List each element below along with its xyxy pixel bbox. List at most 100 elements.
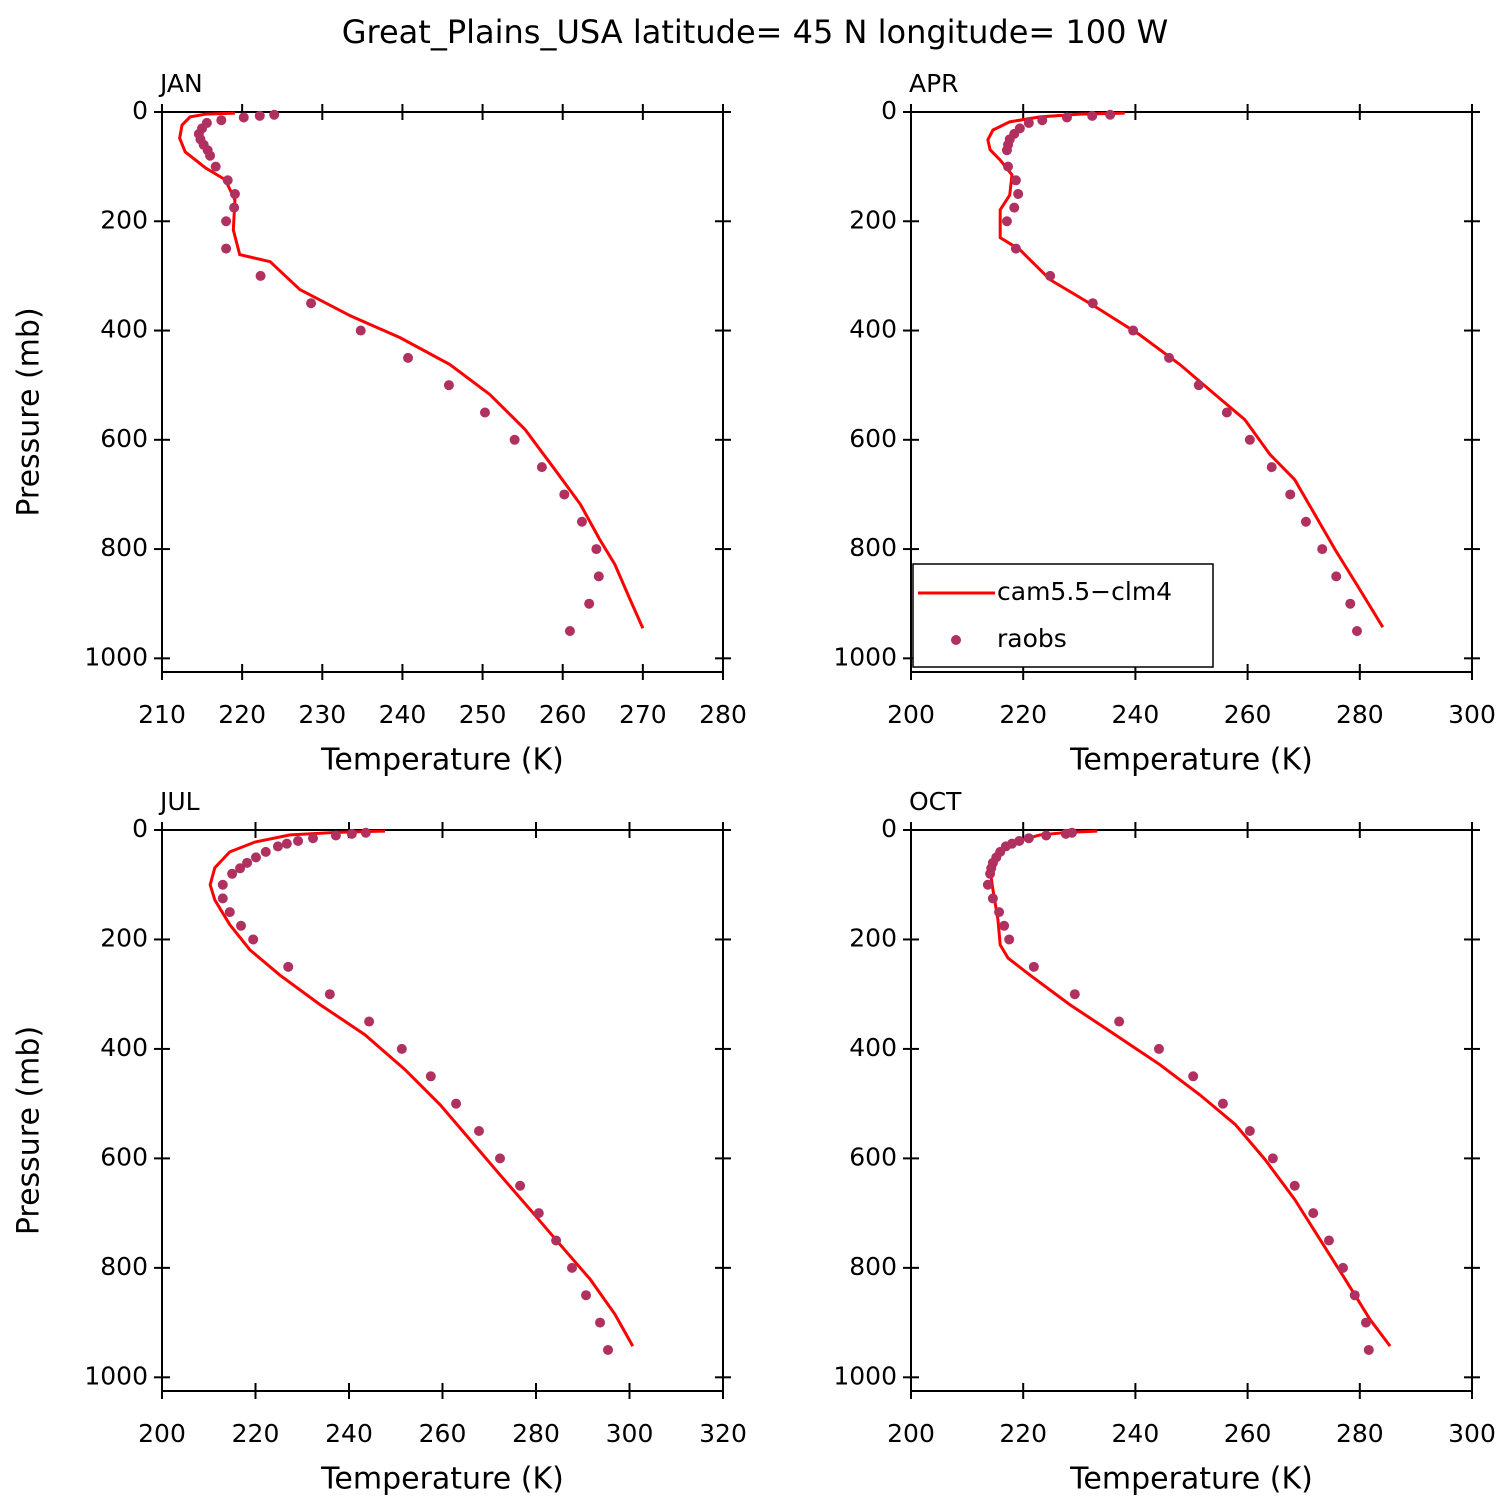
obs-point [227, 868, 238, 879]
plot-frame [161, 111, 724, 673]
obs-point [1308, 1208, 1319, 1219]
obs-point [1023, 833, 1034, 844]
obs-point [260, 846, 271, 857]
obs-point [1105, 109, 1116, 120]
x-tick-label: 200 [138, 1419, 186, 1448]
legend: cam5.5−clm4 raobs [912, 563, 1214, 668]
x-tick-label: 240 [325, 1419, 373, 1448]
obs-point [1114, 1016, 1125, 1027]
obs-point [403, 352, 414, 363]
obs-point [473, 1126, 484, 1137]
obs-point [1345, 598, 1356, 609]
obs-point [1164, 352, 1175, 363]
x-tick-label: 240 [1112, 1419, 1160, 1448]
x-tick-label: 260 [1224, 700, 1272, 729]
obs-point [451, 1098, 462, 1109]
obs-point [1337, 1262, 1348, 1273]
x-tick-label: 260 [539, 700, 587, 729]
obs-point [250, 852, 261, 863]
obs-point [425, 1071, 436, 1082]
plot-frame [910, 111, 1473, 673]
obs-point [1349, 1290, 1360, 1301]
plot-frame [910, 829, 1473, 1392]
obs-point [1300, 516, 1311, 527]
obs-point [985, 868, 996, 879]
obs-point [999, 920, 1010, 931]
panel: 0 200 400 600 800 1000 200 220 240 260 280 300 APR Te… [833, 69, 1495, 778]
figure-title: Great_Plains_USA latitude= 45 N longitud… [342, 13, 1169, 51]
plot-frame [161, 829, 724, 1392]
obs-point [306, 298, 317, 309]
panel-label: JAN [158, 69, 203, 98]
obs-point [221, 216, 232, 227]
x-axis-label: Temperature (K) [320, 1462, 564, 1497]
y-tick-label: 1000 [84, 642, 148, 671]
y-tick-label: 200 [849, 205, 897, 234]
y-axis-label: Pressure (mb) [12, 1026, 47, 1235]
panel-label: JUL [158, 787, 200, 816]
panel: 0 200 400 600 800 1000 200 220 240 260 280 300 OCT Te… [833, 787, 1495, 1497]
profile-line [208, 829, 635, 1347]
obs-point [308, 833, 319, 844]
obs-point [443, 380, 454, 391]
obs-point [330, 830, 341, 841]
obs-point [1001, 216, 1012, 227]
x-tick-label: 220 [999, 1419, 1047, 1448]
x-tick-label: 300 [1448, 700, 1496, 729]
y-tick-label: 800 [849, 533, 897, 562]
obs-point [1003, 161, 1014, 172]
panel: 0 200 400 600 800 1000 210 220 230 240 250 260 270 28… [12, 69, 747, 778]
y-tick-label: 600 [100, 1142, 148, 1171]
obs-point [1285, 489, 1296, 500]
obs-point [994, 907, 1005, 918]
obs-point [533, 1208, 544, 1219]
obs-point [355, 325, 366, 336]
obs-point [364, 1016, 375, 1027]
obs-point [1061, 112, 1072, 123]
obs-point [1266, 462, 1277, 473]
obs-point [255, 270, 266, 281]
obs-point [1331, 571, 1342, 582]
legend-box [912, 563, 1214, 668]
obs-point [254, 110, 265, 121]
y-tick-label: 1000 [84, 1361, 148, 1390]
obs-point [229, 188, 240, 199]
obs-point [272, 841, 283, 852]
x-tick-label: 220 [218, 700, 266, 729]
profile-line [178, 111, 645, 629]
x-axis-label: Temperature (K) [320, 743, 564, 778]
obs-point [584, 598, 595, 609]
obs-point [1041, 830, 1052, 841]
y-tick-label: 800 [100, 533, 148, 562]
x-axis-label: Temperature (K) [1069, 1462, 1313, 1497]
legend-marker [951, 635, 961, 645]
panel: 0 200 400 600 800 1000 200 220 240 260 280 300 320 JU… [12, 787, 747, 1497]
obs-point [509, 434, 520, 445]
obs-point [1028, 961, 1039, 972]
profile-line [988, 829, 1392, 1348]
panel-label: APR [909, 69, 959, 98]
x-tick-label: 260 [419, 1419, 467, 1448]
obs-point [1221, 407, 1232, 418]
obs-point [1153, 1043, 1164, 1054]
obs-point [269, 109, 280, 120]
y-tick-label: 1000 [833, 1361, 897, 1390]
obs-point [221, 243, 232, 254]
obs-point [1004, 934, 1015, 945]
obs-point [1023, 117, 1034, 128]
obs-point [1363, 1344, 1374, 1355]
obs-point [1013, 188, 1024, 199]
x-tick-label: 240 [1112, 700, 1160, 729]
obs-point [1193, 380, 1204, 391]
y-tick-label: 600 [849, 424, 897, 453]
obs-point [495, 1153, 506, 1164]
y-tick-label: 0 [132, 814, 148, 843]
obs-point [559, 489, 570, 500]
obs-point [1087, 110, 1098, 121]
x-tick-label: 250 [459, 700, 507, 729]
obs-point [1069, 989, 1080, 1000]
x-tick-label: 200 [887, 700, 935, 729]
y-tick-label: 800 [100, 1252, 148, 1281]
y-axis-label: Pressure (mb) [12, 307, 47, 516]
y-tick-label: 800 [849, 1252, 897, 1281]
